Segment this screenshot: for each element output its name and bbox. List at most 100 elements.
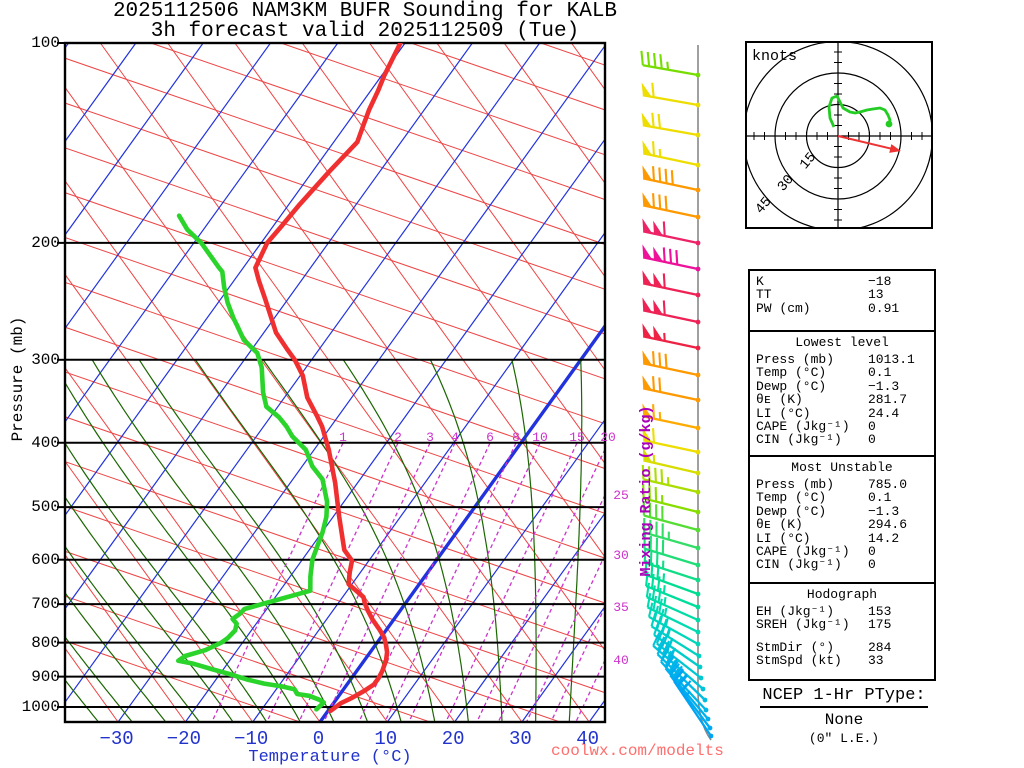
wind-barb xyxy=(642,375,701,403)
stat-row: Dewp (°C) −1.3 xyxy=(750,379,934,394)
stat-row: K −18 xyxy=(750,274,934,289)
temperature-tick-label: 10 xyxy=(374,728,398,750)
stat-label: θᴇ (K) xyxy=(756,517,803,533)
stat-label: CAPE (Jkg⁻¹) xyxy=(756,418,850,434)
temperature-tick-label: −30 xyxy=(99,728,134,750)
stat-value: 284 xyxy=(868,639,892,655)
mixing-ratio-top-label: 6 xyxy=(486,430,494,445)
mixing-ratio-top-label: 10 xyxy=(532,430,548,445)
temperature-trace xyxy=(253,43,403,714)
wind-barb xyxy=(642,323,701,351)
stat-row: CAPE (Jkg⁻¹) 0 xyxy=(750,418,934,434)
stat-label: StmSpd (kt) xyxy=(756,653,842,669)
wind-barb-column xyxy=(640,45,714,741)
pressure-tick-label: 200 xyxy=(31,233,60,252)
mixing-ratio-right-label: 40 xyxy=(613,653,629,668)
ptype-block: NCEP 1-Hr PType: None (0" L.E.) xyxy=(748,686,940,746)
background-grid xyxy=(65,43,605,722)
stat-value: 0 xyxy=(868,557,876,573)
stat-value: 0 xyxy=(868,418,876,434)
stat-row: Press (mb) 785.0 xyxy=(750,477,934,492)
panel-header: Lowest level xyxy=(795,335,889,350)
sounding-traces xyxy=(176,43,403,714)
mixing-ratio-axis-label: Mixing Ratio (g/kg) xyxy=(638,405,655,577)
stat-value: 0.91 xyxy=(868,300,900,316)
wind-barb xyxy=(642,244,701,272)
stat-row: Temp (°C) 0.1 xyxy=(750,490,934,506)
mixing-ratio-lines xyxy=(211,442,605,722)
stat-label: CIN (Jkg⁻¹) xyxy=(756,557,842,573)
stat-row: LI (°C) 24.4 xyxy=(750,405,934,421)
stat-label: CAPE (Jkg⁻¹) xyxy=(756,543,850,559)
panel-header: Hodograph xyxy=(806,587,878,602)
stat-label: K xyxy=(756,274,764,289)
temperature-tick-label: 0 xyxy=(312,728,325,750)
stat-value: 785.0 xyxy=(868,477,908,492)
stat-value: 294.6 xyxy=(868,517,908,533)
wind-barb xyxy=(641,112,701,138)
stat-value: −1.3 xyxy=(868,503,900,519)
wind-barb xyxy=(642,500,701,533)
stat-value: −18 xyxy=(868,274,892,289)
ptype-liquid-equivalent: (0" L.E.) xyxy=(808,731,880,746)
stat-label: Press (mb) xyxy=(756,477,835,492)
stat-label: PW (cm) xyxy=(756,300,811,316)
mixing-ratio-top-label: 20 xyxy=(600,430,616,445)
wind-barb xyxy=(642,270,701,298)
ptype-title: NCEP 1-Hr PType: xyxy=(760,686,928,708)
stat-value: 14.2 xyxy=(868,530,900,546)
wind-barb xyxy=(641,464,701,495)
stat-row: Press (mb) 1013.1 xyxy=(750,352,934,367)
mixing-ratio-value-labels: 1 2 3 4 6 8 10 15 20 25 30 35 40 xyxy=(339,430,629,668)
mixing-ratio-top-label: 3 xyxy=(426,430,434,445)
stat-label: Dewp (°C) xyxy=(756,503,827,519)
ptype-value: None xyxy=(824,711,864,729)
stat-row: TT 13 xyxy=(750,287,934,302)
stat-row: Temp (°C) 0.1 xyxy=(750,365,934,381)
hodograph-trace xyxy=(827,94,892,128)
hodograph-units-label: knots xyxy=(752,48,797,65)
dewpoint-trace xyxy=(176,213,330,712)
stat-row: θᴇ (K) 281.7 xyxy=(750,392,934,408)
stat-value: 1013.1 xyxy=(868,352,915,367)
temperature-tick-label: −20 xyxy=(166,728,201,750)
stat-value: 0 xyxy=(868,543,876,559)
mixing-ratio-top-label: 8 xyxy=(512,430,520,445)
stat-label: StmDir (°) xyxy=(756,639,835,655)
wind-barb xyxy=(642,447,701,476)
wind-barb xyxy=(673,669,714,739)
stat-value: 33 xyxy=(868,653,884,669)
stat-value: 0 xyxy=(868,432,876,448)
wind-barb xyxy=(643,534,701,568)
stat-row: LI (°C) 14.2 xyxy=(750,530,934,546)
stat-row: CIN (Jkg⁻¹) 0 xyxy=(750,432,934,448)
wind-barb xyxy=(642,218,701,246)
stat-row: EH (Jkg⁻¹) 153 xyxy=(750,604,934,619)
stat-value: 281.7 xyxy=(868,392,908,408)
wind-barb xyxy=(643,518,701,551)
lowest-level-panel: Lowest level Press (mb) 1013.1 Temp (°C) 0.1… xyxy=(748,330,936,457)
temperature-tick-label: −10 xyxy=(234,728,269,750)
stat-row: StmSpd (kt) 33 xyxy=(750,653,934,669)
wind-barb xyxy=(643,548,701,583)
stat-value: 24.4 xyxy=(868,405,900,421)
stat-label: θᴇ (K) xyxy=(756,392,803,408)
stat-value: 175 xyxy=(868,617,892,633)
temperature-axis-label: Temperature (°C) xyxy=(248,748,412,767)
pressure-tick-label: 600 xyxy=(31,550,60,569)
pressure-tick-label: 300 xyxy=(31,350,60,369)
stat-row: PW (cm) 0.91 xyxy=(750,300,934,316)
stat-label: EH (Jkg⁻¹) xyxy=(756,604,835,619)
stat-label: Temp (°C) xyxy=(756,365,827,381)
mixing-ratio-right-label: 35 xyxy=(613,600,629,615)
hodograph-panel: Hodograph EH (Jkg⁻¹) 153 SREH (Jkg⁻¹) 175 Stm… xyxy=(748,582,936,681)
watermark-link[interactable]: coolwx.com/modelts xyxy=(551,742,724,760)
pressure-tick-label: 400 xyxy=(31,433,60,452)
temperature-tick-label: 40 xyxy=(576,728,600,750)
stat-value: 153 xyxy=(868,604,892,619)
stat-value: 0.1 xyxy=(868,490,892,506)
wind-barb xyxy=(660,648,709,713)
stat-row: Dewp (°C) −1.3 xyxy=(750,503,934,519)
storm-motion-arrow xyxy=(837,135,896,151)
stat-row: StmDir (°) 284 xyxy=(750,639,934,655)
